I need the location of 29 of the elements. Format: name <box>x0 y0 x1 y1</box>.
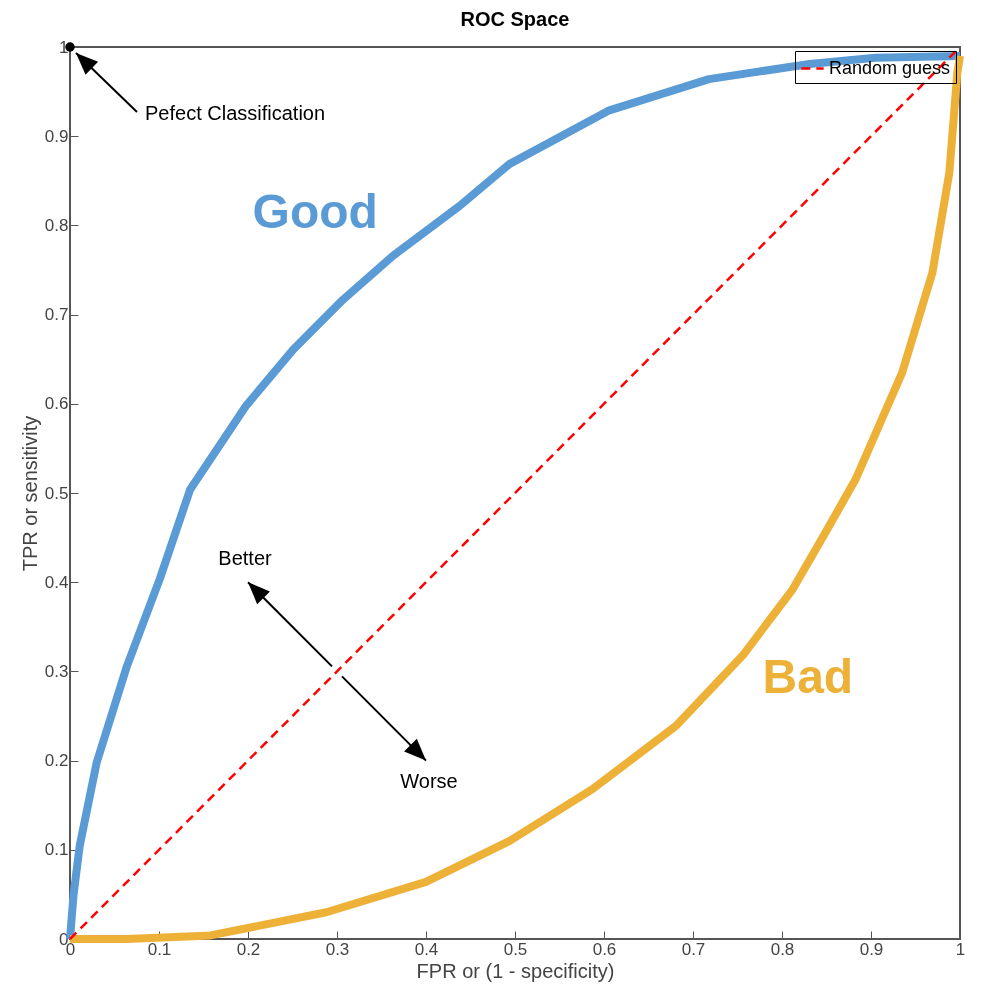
series-label: Bad <box>762 650 854 704</box>
x-tick-label: 1 <box>955 939 966 959</box>
chart-title: ROC Space <box>460 8 570 30</box>
y-tick-label: 0.2 <box>44 751 69 771</box>
y-tick-label: 0.8 <box>44 215 69 235</box>
y-tick-label: 0.3 <box>44 661 69 681</box>
y-axis-title: TPR or sensitivity <box>18 415 41 572</box>
series-label: Good <box>252 185 378 239</box>
y-tick-label: 0.6 <box>44 394 69 414</box>
x-tick-label: 0.6 <box>592 939 617 959</box>
y-tick-label: 1 <box>59 37 69 57</box>
y-tick-label: 0.1 <box>44 840 69 860</box>
annotation: Worse <box>400 769 458 792</box>
x-tick-label: 0.1 <box>147 939 172 959</box>
annotation: Better <box>218 547 273 570</box>
y-tick-label: 0.7 <box>44 305 69 325</box>
annotation: Pefect Classification <box>145 102 326 125</box>
x-tick-label: 0.7 <box>681 939 706 959</box>
legend-label: Random guess <box>829 57 951 78</box>
x-tick-label: 0.9 <box>859 939 884 959</box>
y-tick-label: 0.5 <box>44 483 69 503</box>
x-tick-label: 0.5 <box>503 939 528 959</box>
y-tick-label: 0.4 <box>44 572 69 592</box>
x-tick-label: 0.3 <box>325 939 350 959</box>
y-tick-label: 0.9 <box>44 126 69 146</box>
x-tick-label: 0.4 <box>414 939 439 959</box>
x-axis-title: FPR or (1 - specificity) <box>416 959 615 982</box>
x-tick-label: 0.8 <box>770 939 795 959</box>
x-tick-label: 0.2 <box>236 939 261 959</box>
